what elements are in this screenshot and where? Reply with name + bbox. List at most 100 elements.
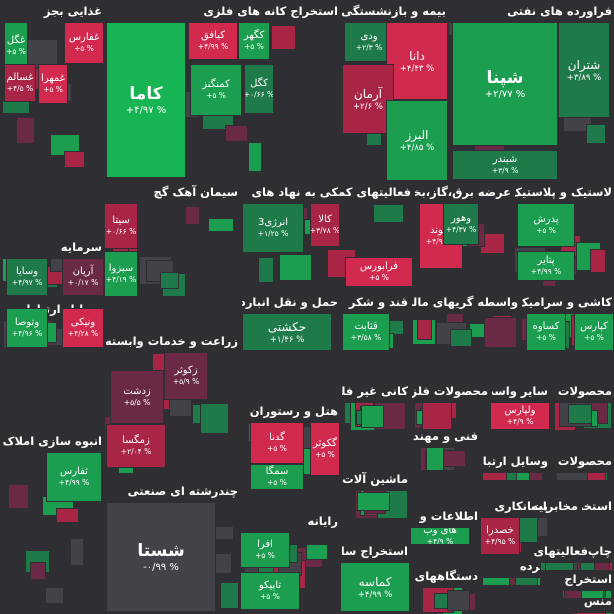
sector-29[interactable]: دستگاههای (410, 565, 480, 614)
stock-tile[interactable]: پتایر +۴/۹۹ % (517, 251, 575, 281)
sector-13[interactable]: کاشی و سرامیک کپارس +۵ % کساوه +۵ % (520, 291, 614, 351)
stock-tile[interactable]: وهور +۴/۳۷ % (443, 203, 479, 245)
stock-tile[interactable]: افرا +۵ % (240, 532, 290, 568)
stock-tile[interactable]: قثابت +۳/۵۸ % (342, 313, 390, 351)
filler-cell (482, 577, 510, 585)
stock-tile[interactable]: البرز +۴/۸۵ % (386, 100, 448, 181)
stock-tile[interactable]: کساوه +۵ % (526, 313, 566, 351)
stock-tile[interactable]: شپنا +۲/۷۷ % (452, 22, 558, 146)
sector-12[interactable]: واسطه گریهای مالی و (410, 291, 520, 351)
sector-37[interactable]: منس (570, 590, 614, 614)
stock-tile[interactable]: شبندر +۳/۹ % (452, 150, 558, 180)
sector-36[interactable]: استخراج (560, 568, 614, 598)
stock-tile[interactable]: کپارس +۵ % (574, 313, 614, 351)
sector-28[interactable]: اطلاعات و های وب +۴/۹ % (410, 505, 480, 545)
sector-26[interactable]: ماشین آلات و (340, 468, 410, 518)
stock-tile[interactable]: دانا +۴/۴۳ % (386, 22, 448, 100)
stock-tile[interactable]: سیتا +۰/۶۶ % (104, 203, 138, 249)
stock-change-percent: +۴/۱۹ % (105, 275, 137, 284)
sector-25[interactable]: رایانه افرا +۵ % تاپیکو +۵ % (240, 510, 340, 614)
stock-change-percent: +۴/۹۷ % (11, 278, 43, 287)
stock-symbol: خصدرا (486, 525, 514, 536)
stock-tile[interactable]: سبزوا +۴/۱۹ % (104, 251, 138, 297)
filler-cell (373, 204, 404, 223)
stock-tile[interactable]: آریان +۰/۱۷ % (62, 258, 104, 296)
stock-tile[interactable]: آرمان +۲/۶ % (342, 64, 394, 134)
stock-symbol: بیپوند (429, 225, 453, 236)
stock-symbol: آرمان (353, 86, 383, 101)
sector-22[interactable]: وسایل ارتباطی (480, 450, 550, 480)
stock-tile[interactable]: غفارس +۵ % (64, 22, 104, 64)
sector-0[interactable]: فراورده های نفتی شپنا +۲/۷۷ % شتران +۳/۸۹ % ش… (448, 0, 614, 181)
stock-tile[interactable]: وتوصا +۴/۹۶ % (6, 308, 48, 348)
sector-33[interactable]: استخر (580, 495, 614, 515)
stock-tile[interactable]: های وب +۴/۹ % (410, 527, 470, 545)
sector-21[interactable]: فنی و مهندسی (410, 425, 480, 470)
stock-tile[interactable]: گدنا +۵ % (250, 422, 304, 464)
filler-cell (482, 472, 507, 480)
sector-15[interactable]: انبوه سازی املاک ثفارس +۴/۹۹ % (0, 430, 104, 614)
filler-cell (556, 472, 588, 480)
sector-19[interactable]: محصولات (550, 380, 614, 430)
stock-tile[interactable]: فرابورس +۵ % (345, 257, 413, 287)
sector-8[interactable]: لاستیک و پلاستیک پدرش +۵ % پتایر +۴/۹۹ % (513, 181, 614, 291)
sector-5[interactable]: سرمایه آریان +۰/۱۷ % وسایا +۴/۹۷ % (0, 236, 104, 298)
sector-10[interactable]: حمل و نقل انبارداری حکشتی+۱/۴۶ % (240, 291, 340, 351)
sector-18[interactable]: سایر واسطه ولپارس+۴/۹ % (490, 380, 550, 430)
sector-2[interactable]: استخراج کانه های فلزی کاما +۴/۹۷ % کگهر +۵ %… (104, 0, 340, 181)
sector-27[interactable]: استخراج سایر کماسه+۴/۹۹ % (340, 540, 410, 614)
stock-tile[interactable]: گکوثر +۵ % (310, 422, 340, 476)
stock-change-percent: +۱/۲۵ % (257, 229, 289, 238)
sector-35[interactable]: چاپ (580, 540, 614, 570)
stock-tile[interactable]: کمنگنز +۵ % (190, 64, 242, 116)
sector-14[interactable]: زراعت و خدمات وابسته زکوثر +۵/۹ % زدشت +۵/۵ … (104, 330, 240, 480)
stock-tile[interactable]: حکشتی +۱/۴۶ % (242, 313, 332, 351)
stock-symbol: کساوه (532, 321, 560, 332)
stock-tile[interactable]: ودی +۲/۳ % (344, 22, 394, 62)
stock-symbol: تاپیکو (258, 580, 282, 591)
sector-4[interactable]: سیمان آهک گچ سیتا +۰/۶۶ % سبزوا +۴/۱۹ % (104, 181, 240, 306)
sector-23[interactable]: محصولات (550, 450, 614, 480)
stock-tile[interactable]: زکوثر +۵/۹ % (164, 352, 208, 400)
stock-tile[interactable]: پدرش +۵ % (517, 203, 575, 247)
sector-7[interactable]: عرضه برق،گاز،بخار و آب گرمبیپوند+۴/۹۹ %و… (413, 181, 513, 291)
sector-1[interactable]: بیمه و بازنشستگیملت+۲/۰۴ %ودی+۲/۳ %دانا+… (340, 0, 448, 181)
stock-change-percent: +۴/۹۹ % (197, 42, 229, 51)
stock-tile[interactable]: کگهر +۵ % (238, 22, 270, 60)
stock-tile[interactable]: غگل +۵ % (4, 22, 28, 70)
sector-34[interactable]: فعالیتهای (530, 540, 590, 570)
sector-20[interactable]: هتل و رستوران گکوثر +۵ % گدنا +۵ % سمگا +۵ % (240, 400, 340, 490)
stock-tile[interactable]: غمهرا +۵ % (38, 64, 68, 104)
stock-tile[interactable]: زمگسا +۲/۰۴ % (106, 424, 166, 468)
stock-tile[interactable]: کیافق +۴/۹۹ % (188, 22, 238, 60)
stock-tile[interactable]: شتران +۳/۸۹ % (558, 22, 610, 118)
sector-16[interactable]: کانی غیر فلزی (340, 380, 410, 430)
stock-tile[interactable]: شستا -۰/۹۹ % (106, 502, 216, 612)
sector-30[interactable]: پیمانکاری خصدرا +۴/۹۵ % (480, 495, 550, 555)
stock-tile[interactable]: وسایا +۴/۹۷ % (6, 258, 48, 296)
sector-24[interactable]: چندرشته ای صنعتی شستا -۰/۹۹ % (104, 480, 240, 614)
sector-17[interactable]: محصولات فلزی (410, 380, 490, 430)
stock-tile[interactable]: کاما +۴/۹۷ % (106, 22, 186, 178)
sector-6[interactable]: فعالیتهای کمکی به نهاد های انرژی3 +۱/۲۵ % ک… (240, 181, 413, 291)
stock-tile[interactable]: خصدرا +۴/۹۵ % (480, 517, 520, 555)
stock-tile[interactable]: انرژی3 +۱/۲۵ % (242, 203, 304, 253)
stock-tile[interactable]: غسالم +۴/۵ % (4, 64, 36, 102)
sector-11[interactable]: قند و شکر قثابت +۳/۵۸ % (340, 291, 410, 351)
stock-tile[interactable]: سمگا +۵ % (250, 464, 304, 490)
stock-tile[interactable]: کماسه +۴/۹۹ % (340, 562, 410, 612)
sector-31[interactable]: خرده (480, 555, 550, 585)
stock-tile[interactable]: ولپارس +۴/۹ % (490, 402, 550, 430)
sector-32[interactable]: مخابرات (530, 495, 580, 515)
stock-tile[interactable]: زدشت +۵/۵ % (110, 370, 164, 424)
stock-change-percent: +۵ % (255, 551, 275, 560)
stock-tile[interactable]: ونیکی +۴/۲۸ % (62, 308, 104, 348)
sector-title: استخراج کانه های فلزی (203, 4, 338, 18)
stock-tile[interactable]: تاپیکو +۵ % (240, 572, 300, 610)
stock-change-percent: +۲/۷۷ % (484, 88, 526, 100)
sector-3[interactable]: غذایی بجز غفارس +۵ % غگل +۵ % غمهرا +۵ % غسالم +… (0, 0, 104, 181)
stock-tile[interactable]: کگل +۰/۶۶ % (244, 64, 274, 114)
stock-tile[interactable]: کالا +۳/۷۸ % (310, 203, 340, 247)
stock-tile[interactable]: ثفارس +۴/۹۹ % (46, 452, 102, 502)
